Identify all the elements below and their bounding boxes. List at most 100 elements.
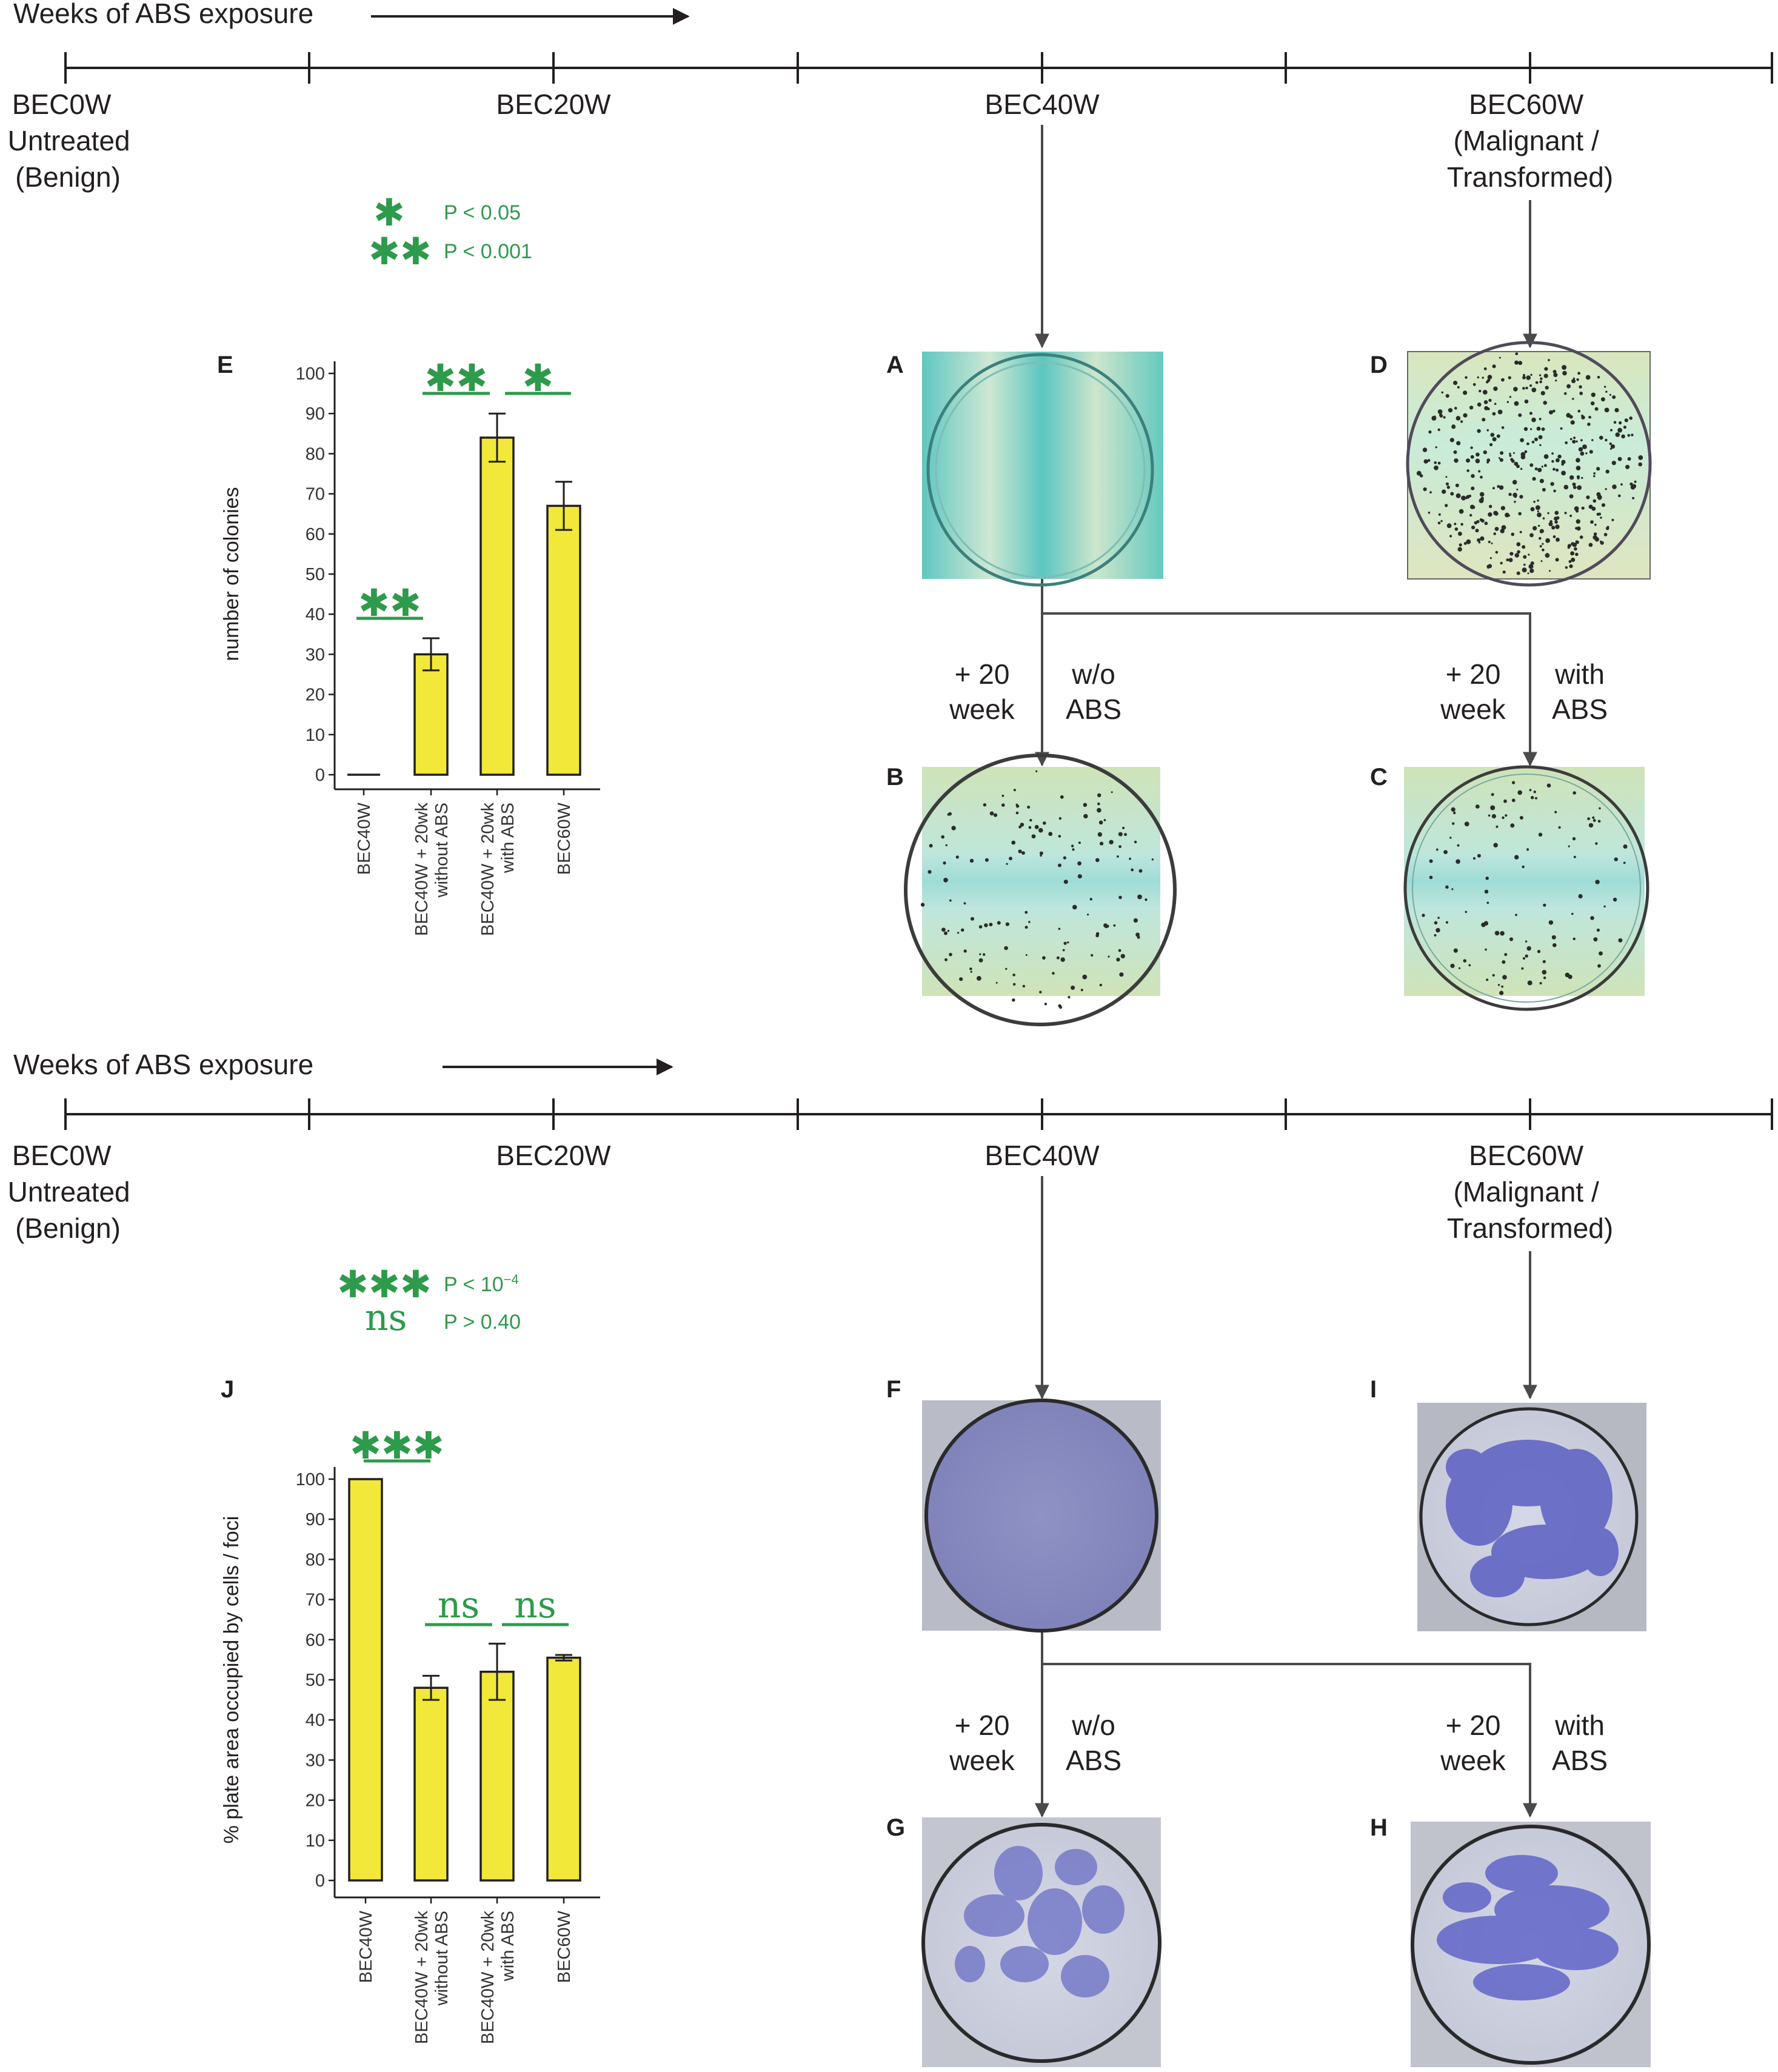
- colony-dot: [1478, 470, 1481, 473]
- colony-dot: [1618, 938, 1623, 943]
- colony-dot: [1547, 512, 1549, 515]
- colony-dot: [1524, 399, 1529, 404]
- colony-dot: [984, 923, 988, 927]
- colony-dot: [1531, 796, 1534, 800]
- legend-text: P < 10−4: [444, 1272, 519, 1296]
- colony-dot: [1515, 352, 1519, 355]
- svg-text:G: G: [886, 1814, 905, 1841]
- colony-dot: [1517, 550, 1520, 554]
- y-tick-label: 100: [296, 1470, 325, 1489]
- colony-dot: [1526, 375, 1531, 380]
- colony-dot: [1529, 463, 1534, 467]
- colony-dot: [1572, 543, 1577, 547]
- significance-label: ns: [514, 1584, 556, 1626]
- colony-dot: [1048, 832, 1053, 837]
- colony-dot: [1572, 486, 1577, 489]
- colony-dot: [994, 813, 998, 817]
- colony-dot: [1475, 804, 1480, 809]
- colony-dot: [1095, 858, 1100, 863]
- colony-dot: [1577, 485, 1582, 490]
- colony-dot: [1518, 413, 1522, 417]
- colony-dot: [1118, 832, 1123, 837]
- legend-top: ✱ P < 0.05 ✱✱ P < 0.001: [369, 190, 532, 273]
- colony-dot: [1572, 837, 1576, 841]
- colony-dot: [1504, 953, 1508, 957]
- bar: [546, 1656, 581, 1882]
- colony-dot: [1488, 564, 1492, 569]
- colony-dot: [1587, 423, 1591, 426]
- colony-dot: [1052, 972, 1055, 975]
- colony-dot: [1526, 946, 1531, 951]
- colony-dot: [1534, 437, 1539, 441]
- colony-dot: [1539, 536, 1542, 540]
- colony-dot: [1594, 537, 1599, 542]
- colony-dot: [1058, 835, 1061, 838]
- colony-dot: [1614, 408, 1619, 413]
- bar: [413, 1686, 449, 1882]
- colony-dot: [1610, 429, 1613, 432]
- colony-dot: [1565, 566, 1568, 569]
- colony-dot: [1578, 447, 1583, 452]
- colony-dot: [1454, 523, 1457, 526]
- colony-dot: [978, 958, 983, 963]
- colony-dot: [1555, 524, 1560, 529]
- colony-dot: [1572, 791, 1576, 795]
- colony-dot: [1593, 937, 1598, 942]
- colony-dot: [1484, 889, 1489, 894]
- colony-dot: [1429, 859, 1433, 863]
- colony-dot: [1471, 474, 1475, 478]
- colony-dot: [1612, 395, 1616, 399]
- colony-dot: [1627, 457, 1631, 461]
- colony-dot: [1457, 386, 1460, 389]
- colony-dot: [1445, 885, 1449, 889]
- colony-dot: [951, 826, 956, 830]
- colony-dot: [1063, 941, 1067, 945]
- colony-dot: [1501, 525, 1506, 530]
- colony-dot: [1575, 540, 1579, 544]
- colony-dot: [1108, 955, 1110, 958]
- colony-dot: [1451, 807, 1455, 812]
- colony-dot: [1511, 532, 1515, 536]
- colony-dot: [1477, 429, 1481, 433]
- colony-dot: [1483, 450, 1487, 455]
- colony-dot: [971, 917, 974, 921]
- colony-dot: [1502, 975, 1507, 980]
- colony-dot: [920, 903, 925, 907]
- colony-dot: [1457, 844, 1460, 847]
- colony-dot: [1537, 500, 1539, 502]
- colony-dot: [1520, 452, 1526, 457]
- colony-dot: [1629, 482, 1633, 486]
- colony-dot: [1024, 911, 1028, 914]
- x-tick-label: BEC40W + 20wkwith ABS: [478, 1911, 518, 2045]
- y-tick-label: 50: [306, 1671, 325, 1690]
- colony-dot: [1479, 498, 1484, 503]
- colony-dot: [1109, 840, 1114, 844]
- colony-dot: [983, 953, 986, 956]
- colony-dot: [1468, 964, 1471, 967]
- colony-dot: [1482, 376, 1484, 379]
- colony-dot: [1485, 948, 1487, 951]
- colony-dot: [1587, 817, 1591, 820]
- colony-dot: [1091, 954, 1094, 957]
- colony-dot: [1594, 523, 1597, 526]
- colony-dot: [1445, 482, 1449, 486]
- colony-dot: [1134, 840, 1137, 844]
- colony-dot: [1058, 863, 1061, 867]
- colony-dot: [1449, 837, 1452, 839]
- colony-dot: [1117, 855, 1119, 858]
- colony-dot: [1576, 440, 1578, 443]
- colony-dot: [1491, 793, 1494, 797]
- colony-dot: [1439, 413, 1443, 417]
- colony-dot: [1428, 430, 1432, 434]
- colony-dot: [1492, 974, 1495, 977]
- colony-dot: [1572, 377, 1576, 379]
- x-tick-label: BEC40W: [355, 802, 374, 875]
- colony-dot: [1097, 807, 1101, 813]
- colony-dot: [1005, 967, 1008, 971]
- plate-a: [922, 352, 1163, 587]
- colony-dot: [1509, 937, 1514, 941]
- x-tick-label: BEC40W: [356, 1910, 376, 1983]
- colony-dot: [1111, 791, 1113, 794]
- colony-dot: [1556, 458, 1560, 463]
- colony-dot: [1545, 386, 1549, 390]
